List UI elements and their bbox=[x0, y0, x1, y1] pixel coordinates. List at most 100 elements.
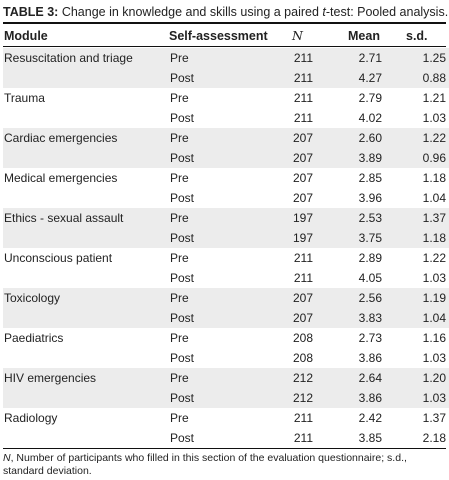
assessment-cell: Pre bbox=[170, 411, 189, 425]
mean-cell: 2.42 bbox=[358, 411, 382, 425]
bottom-rule bbox=[3, 448, 446, 449]
table-row: Resuscitation and triage Pre 211 2.71 1.… bbox=[3, 48, 449, 68]
module-cell bbox=[3, 388, 170, 408]
n-cell: 208 bbox=[292, 351, 313, 365]
sd-cell: 1.18 bbox=[422, 171, 446, 185]
table-row: Toxicology Pre 207 2.56 1.19 bbox=[3, 288, 449, 308]
table-row: Unconscious patient Pre 211 2.89 1.22 bbox=[3, 248, 449, 268]
table-row: Trauma Pre 211 2.79 1.21 bbox=[3, 88, 449, 108]
table-row: Radiology Pre 211 2.42 1.37 bbox=[3, 408, 449, 428]
module-cell: Resuscitation and triage bbox=[3, 48, 170, 68]
table-row: Cardiac emergencies Pre 207 2.60 1.22 bbox=[3, 128, 449, 148]
assessment-cell: Pre bbox=[170, 208, 278, 228]
sd-cell: 1.03 bbox=[382, 388, 449, 408]
assessment-cell: Post bbox=[170, 308, 278, 328]
table-row: Post 211 4.02 1.03 bbox=[3, 108, 449, 128]
assessment-cell: Post bbox=[170, 351, 195, 365]
module-cell: Medical emergencies bbox=[4, 171, 118, 185]
assessment-cell: Pre bbox=[170, 331, 189, 345]
module-cell bbox=[3, 228, 170, 248]
module-cell: Paediatrics bbox=[4, 331, 64, 345]
assessment-cell: Post bbox=[170, 68, 278, 88]
module-cell bbox=[3, 108, 170, 128]
header-mean: Mean bbox=[348, 29, 380, 43]
mean-cell: 3.83 bbox=[313, 308, 382, 328]
table-row: Post 197 3.75 1.18 bbox=[3, 228, 449, 248]
mean-cell: 2.89 bbox=[358, 251, 382, 265]
table-row: Post 211 3.85 2.18 bbox=[3, 428, 449, 448]
sd-cell: 0.88 bbox=[382, 68, 449, 88]
mean-cell: 4.27 bbox=[313, 68, 382, 88]
assessment-cell: Pre bbox=[170, 368, 278, 388]
table-row: Post 212 3.86 1.03 bbox=[3, 388, 449, 408]
data-table: Resuscitation and triage Pre 211 2.71 1.… bbox=[3, 48, 449, 448]
module-cell: Toxicology bbox=[3, 288, 170, 308]
n-cell: 197 bbox=[278, 228, 313, 248]
sd-cell: 1.37 bbox=[382, 208, 449, 228]
assessment-cell: Post bbox=[170, 271, 195, 285]
mean-cell: 4.02 bbox=[358, 111, 382, 125]
assessment-cell: Pre bbox=[170, 128, 278, 148]
footnote-text: , Number of participants who filled in t… bbox=[3, 452, 407, 477]
mean-cell: 3.89 bbox=[313, 148, 382, 168]
table-footnote: N, Number of participants who filled in … bbox=[3, 452, 443, 478]
assessment-cell: Pre bbox=[170, 251, 189, 265]
mean-cell: 3.86 bbox=[358, 351, 382, 365]
table-row: Post 207 3.96 1.04 bbox=[3, 188, 449, 208]
module-cell: Unconscious patient bbox=[4, 251, 113, 265]
sd-cell: 1.22 bbox=[422, 251, 446, 265]
n-cell: 211 bbox=[293, 411, 313, 425]
assessment-cell: Post bbox=[170, 111, 195, 125]
table-row: Post 211 4.27 0.88 bbox=[3, 68, 449, 88]
module-cell: Trauma bbox=[4, 91, 45, 105]
n-cell: 211 bbox=[293, 251, 313, 265]
table-row: Post 211 4.05 1.03 bbox=[3, 268, 449, 288]
n-cell: 212 bbox=[278, 388, 313, 408]
n-cell: 211 bbox=[278, 68, 313, 88]
sd-cell: 1.25 bbox=[382, 48, 449, 68]
n-cell: 207 bbox=[292, 171, 313, 185]
module-cell: Cardiac emergencies bbox=[3, 128, 170, 148]
top-rule bbox=[3, 22, 446, 24]
table-caption-b: -test: Pooled analysis. bbox=[325, 5, 449, 19]
module-cell: HIV emergencies bbox=[3, 368, 170, 388]
mean-cell: 2.53 bbox=[313, 208, 382, 228]
assessment-cell: Post bbox=[170, 191, 195, 205]
table-caption-a: Change in knowledge and skills using a p… bbox=[61, 5, 323, 19]
footnote-n-symbol: N bbox=[3, 452, 11, 464]
sd-cell: 1.21 bbox=[422, 91, 446, 105]
table-row: HIV emergencies Pre 212 2.64 1.20 bbox=[3, 368, 449, 388]
sd-cell: 1.04 bbox=[422, 191, 446, 205]
n-cell: 207 bbox=[278, 128, 313, 148]
sd-cell: 1.37 bbox=[422, 411, 446, 425]
n-cell: 211 bbox=[293, 91, 313, 105]
n-cell: 211 bbox=[293, 271, 313, 285]
header-module: Module bbox=[4, 29, 48, 43]
mean-cell: 2.79 bbox=[358, 91, 382, 105]
assessment-cell: Post bbox=[170, 228, 278, 248]
table-row: Ethics - sexual assault Pre 197 2.53 1.3… bbox=[3, 208, 449, 228]
sd-cell: 1.04 bbox=[382, 308, 449, 328]
assessment-cell: Pre bbox=[170, 288, 278, 308]
n-cell: 212 bbox=[278, 368, 313, 388]
mean-cell: 3.85 bbox=[358, 431, 382, 445]
mean-cell: 4.05 bbox=[358, 271, 382, 285]
table-row: Post 207 3.83 1.04 bbox=[3, 308, 449, 328]
table-row: Medical emergencies Pre 207 2.85 1.18 bbox=[3, 168, 449, 188]
mean-cell: 2.56 bbox=[313, 288, 382, 308]
n-cell: 211 bbox=[293, 431, 313, 445]
module-cell: Ethics - sexual assault bbox=[3, 208, 170, 228]
sd-cell: 1.03 bbox=[422, 271, 446, 285]
sd-cell: 1.20 bbox=[382, 368, 449, 388]
mean-cell: 3.86 bbox=[313, 388, 382, 408]
sd-cell: 1.18 bbox=[382, 228, 449, 248]
mean-cell: 3.96 bbox=[358, 191, 382, 205]
mean-cell: 2.73 bbox=[358, 331, 382, 345]
sd-cell: 0.96 bbox=[382, 148, 449, 168]
sd-cell: 1.16 bbox=[422, 331, 446, 345]
n-cell: 197 bbox=[278, 208, 313, 228]
module-cell bbox=[3, 148, 170, 168]
n-cell: 207 bbox=[278, 288, 313, 308]
header-sd: s.d. bbox=[406, 29, 428, 43]
